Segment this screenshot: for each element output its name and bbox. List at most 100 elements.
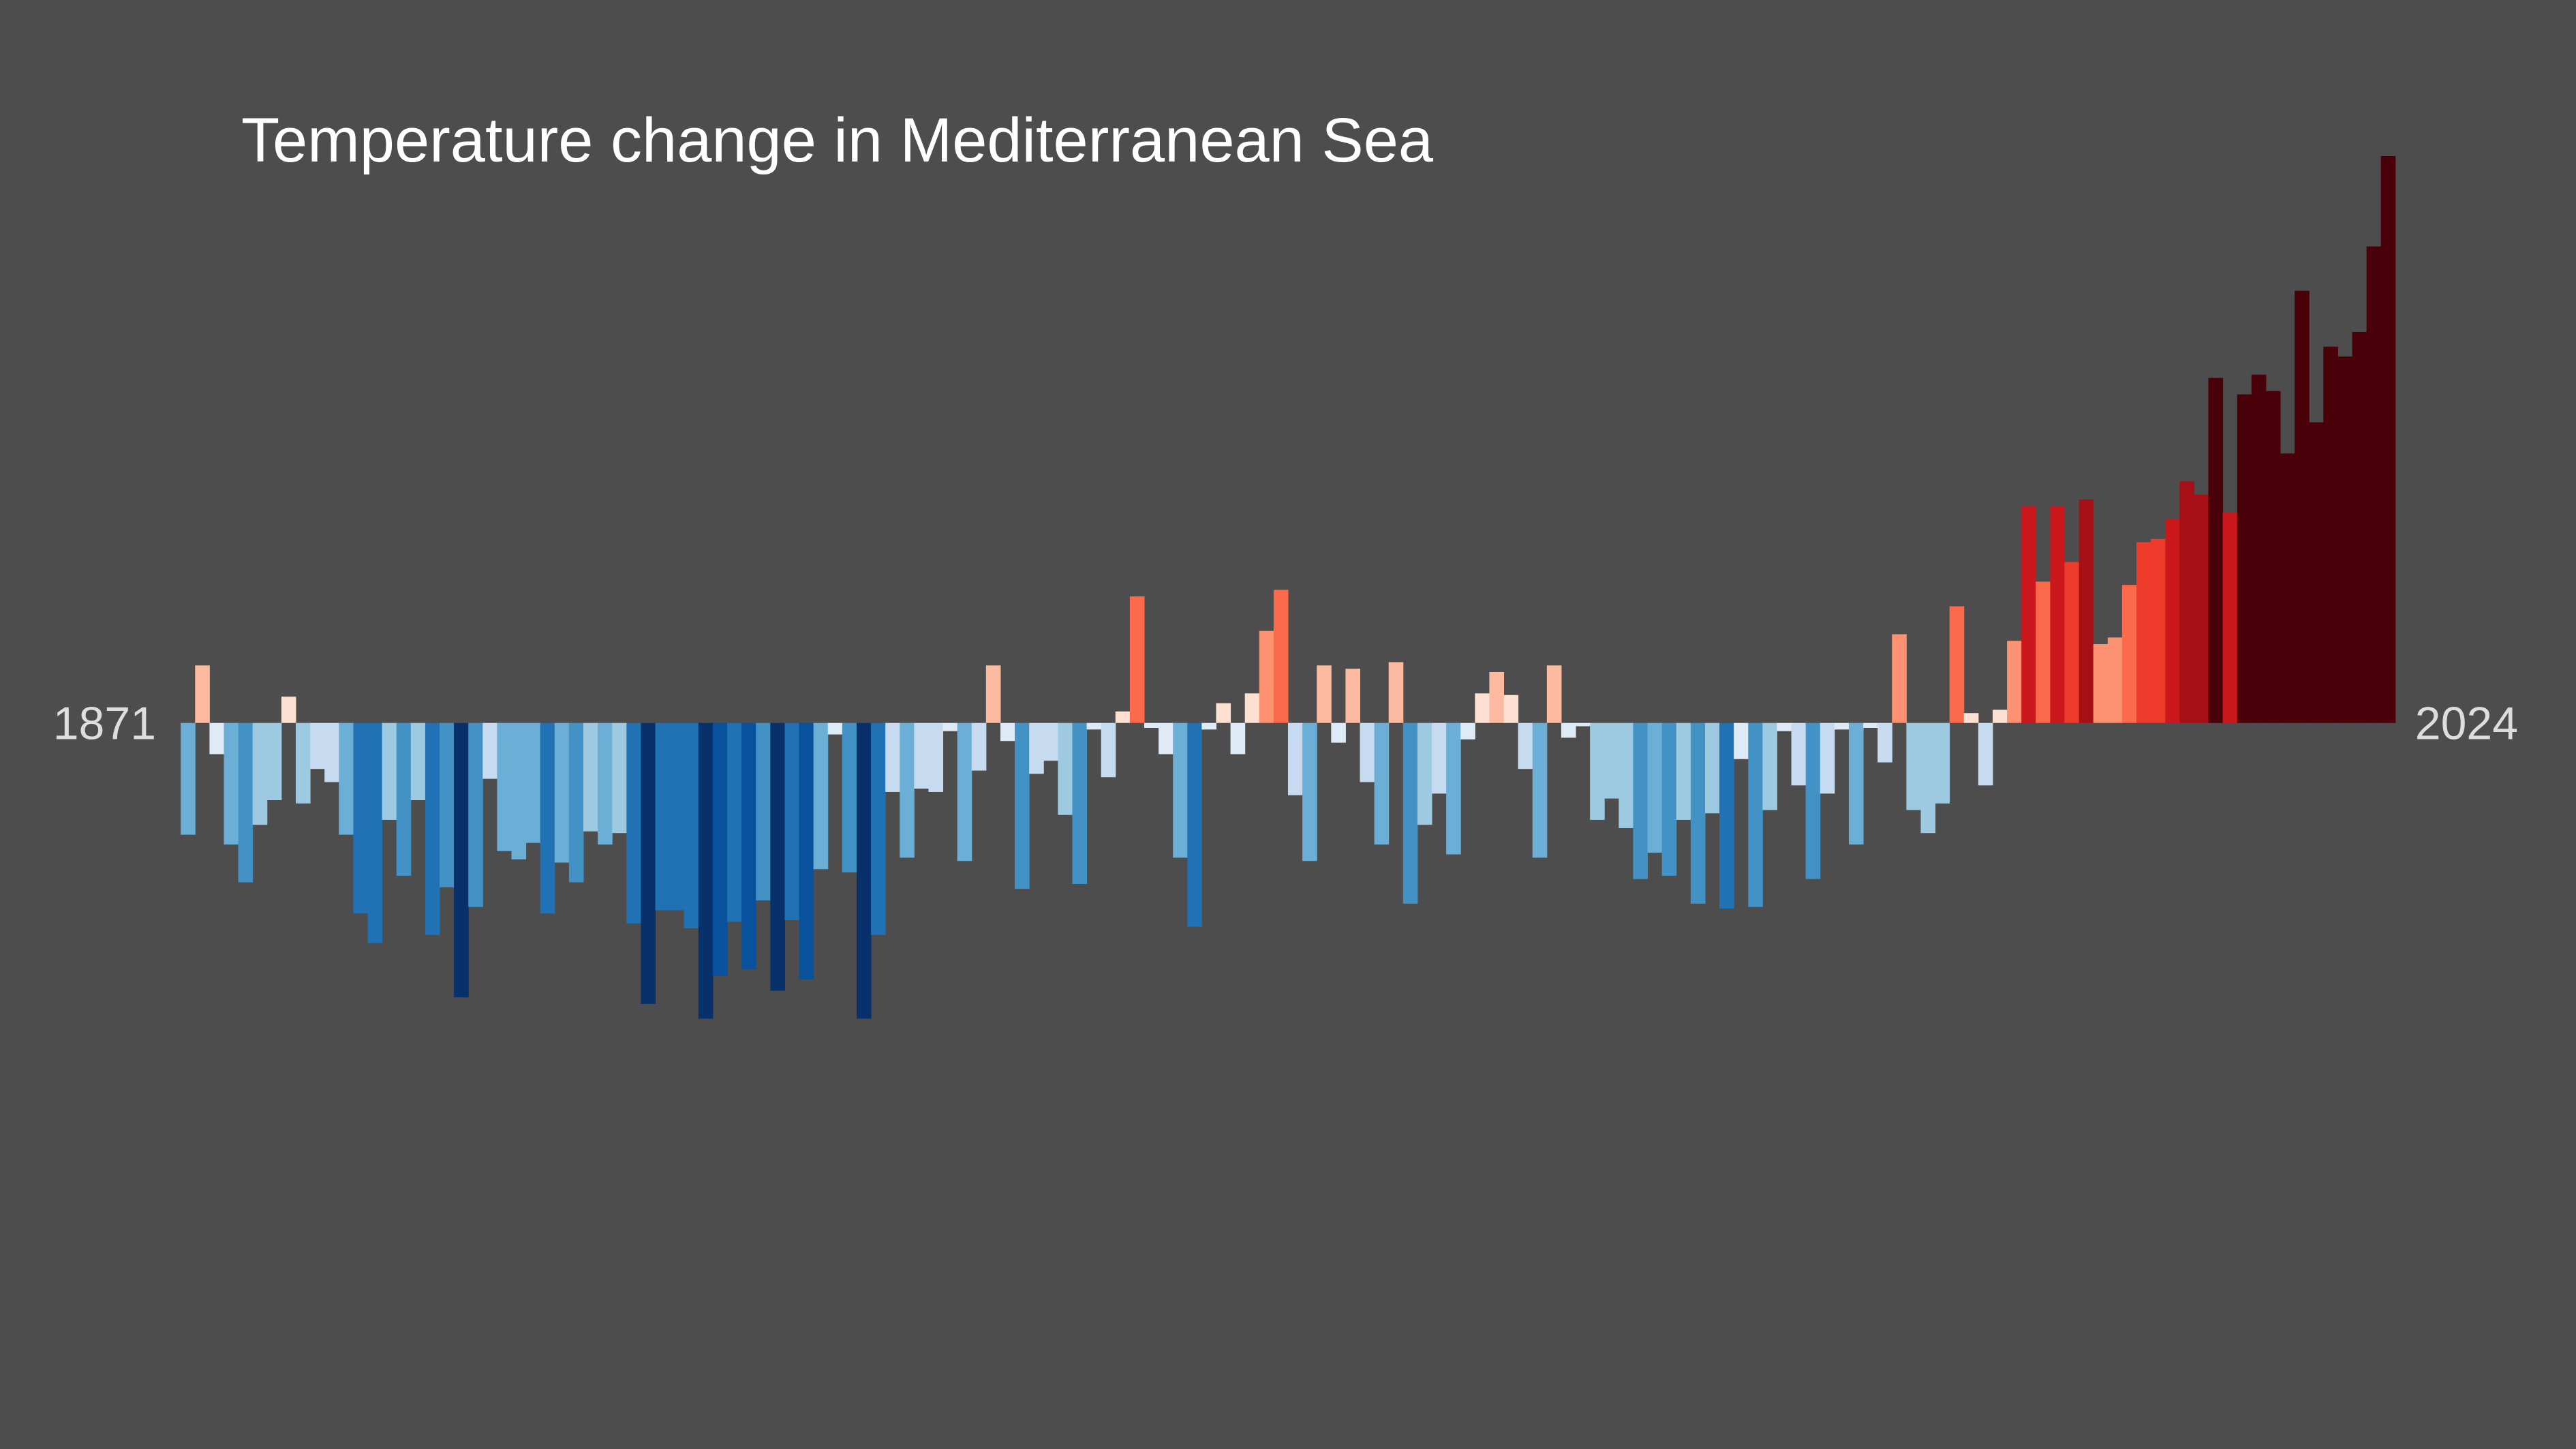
bar (626, 722, 641, 924)
bar (2380, 156, 2396, 723)
bar (1159, 722, 1174, 754)
bar (827, 722, 843, 735)
bar (641, 722, 656, 1004)
bar (1043, 722, 1058, 761)
bar (1877, 722, 1892, 763)
bar (2093, 644, 2109, 723)
bar (2064, 562, 2080, 723)
bar (1576, 722, 1591, 727)
bar (2107, 637, 2123, 723)
bar (195, 665, 210, 723)
bar (482, 722, 497, 779)
bar (799, 722, 814, 979)
bar (1762, 722, 1777, 810)
bar (410, 722, 426, 801)
bar (900, 722, 915, 858)
bar (396, 722, 412, 876)
bar (1388, 662, 1404, 723)
bar (741, 722, 756, 970)
bar (353, 722, 368, 914)
bar (2265, 391, 2281, 723)
bar (2337, 356, 2353, 723)
bar (1216, 703, 1231, 723)
bar (1590, 722, 1605, 820)
bar (1288, 722, 1303, 795)
bar (2050, 506, 2065, 723)
bar (324, 722, 339, 782)
x-tick-label: 2024 (2415, 698, 2518, 750)
bar (871, 722, 886, 935)
bar (698, 722, 714, 1019)
bar (1734, 722, 1749, 759)
bar (1072, 722, 1088, 884)
bar (712, 722, 728, 976)
bar (2295, 290, 2310, 723)
bar (1317, 665, 1332, 723)
chart-title: Temperature change in Mediterranean Sea (241, 106, 1434, 175)
bar (1834, 722, 1850, 730)
bar (1920, 722, 1936, 834)
bar (425, 722, 440, 935)
bar (310, 722, 325, 769)
bar (1345, 669, 1361, 723)
bar (554, 722, 570, 863)
bar (2121, 585, 2137, 723)
bar (2151, 538, 2166, 723)
bar (1302, 722, 1317, 861)
bar (281, 697, 296, 723)
bar (813, 722, 829, 870)
bar (2165, 519, 2180, 723)
bar (1432, 722, 1447, 794)
bar (1604, 722, 1619, 799)
bar (2237, 394, 2252, 723)
bar (1863, 722, 1878, 728)
bar (612, 722, 627, 834)
bar (540, 722, 555, 914)
bar (727, 722, 742, 922)
bar (2079, 499, 2094, 723)
bar (568, 722, 584, 883)
bar (1259, 630, 1274, 723)
bar (252, 722, 268, 825)
bar (669, 722, 685, 911)
bar (2194, 494, 2209, 723)
bar (856, 722, 872, 1019)
bar (784, 722, 800, 920)
bar (181, 722, 196, 835)
bar (1101, 722, 1116, 778)
bar (1503, 695, 1519, 723)
bar (2136, 542, 2151, 723)
bar (583, 722, 598, 832)
bar (1978, 722, 1993, 786)
bar (1949, 606, 1965, 723)
bar (1029, 722, 1044, 774)
bar (1935, 722, 1950, 804)
bar (1906, 722, 1921, 810)
bar (1963, 713, 1979, 723)
bar (1892, 634, 1907, 723)
bar (655, 722, 671, 911)
bar (2208, 378, 2224, 723)
bar (1619, 722, 1634, 828)
bar (2222, 513, 2238, 723)
bar (914, 722, 929, 789)
bar (1460, 722, 1475, 739)
bar (928, 722, 944, 792)
bar (382, 722, 397, 820)
bar (1086, 722, 1102, 730)
bar (1748, 722, 1763, 907)
bar (770, 722, 785, 991)
bar (1230, 722, 1246, 754)
bar (2323, 346, 2338, 723)
bar (598, 722, 613, 845)
bar (2366, 246, 2382, 723)
bar (2251, 374, 2267, 723)
bar (2036, 581, 2051, 723)
bar (511, 722, 527, 859)
bar (842, 722, 857, 873)
bar (885, 722, 900, 792)
bar (1561, 722, 1576, 738)
bar (440, 722, 455, 887)
bar (525, 722, 541, 843)
